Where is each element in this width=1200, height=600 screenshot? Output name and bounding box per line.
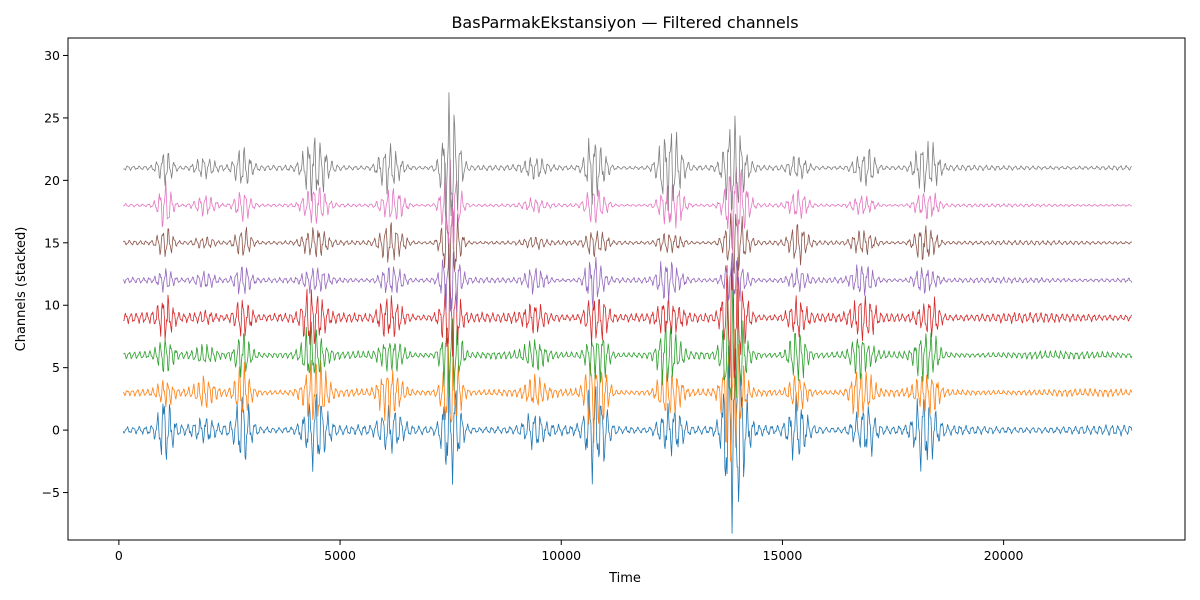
x-tick-label: 0 xyxy=(115,548,123,563)
y-tick-label: 20 xyxy=(44,173,60,188)
y-tick-label: 30 xyxy=(44,48,60,63)
series-line-channel-5 xyxy=(122,237,1133,314)
y-axis-label: Channels (stacked) xyxy=(14,227,29,352)
plot-frame xyxy=(67,37,1186,541)
x-axis: 0 5000 10000 15000 20000 xyxy=(115,540,1024,563)
y-tick-label: 25 xyxy=(44,110,60,125)
y-axis: −5 0 5 10 15 20 25 30 xyxy=(42,48,68,500)
y-tick-label: 10 xyxy=(44,298,60,313)
x-axis-label: Time xyxy=(608,571,641,586)
series-line-channel-8 xyxy=(123,92,1132,221)
x-tick-label: 20000 xyxy=(984,548,1024,563)
y-tick-label: −5 xyxy=(42,485,60,500)
series-line-channel-7 xyxy=(123,159,1132,254)
x-tick-label: 5000 xyxy=(324,548,356,563)
y-tick-label: 15 xyxy=(44,235,60,250)
series-line-channel-6 xyxy=(122,207,1133,290)
x-tick-label: 10000 xyxy=(541,548,581,563)
series-line-channel-2 xyxy=(122,328,1133,462)
series-layer xyxy=(122,92,1133,534)
x-tick-label: 15000 xyxy=(763,548,803,563)
series-line-channel-4 xyxy=(123,256,1133,379)
y-tick-label: 0 xyxy=(52,423,60,438)
y-tick-label: 5 xyxy=(52,360,60,375)
series-line-channel-3 xyxy=(123,281,1133,401)
chart-title: BasParmakEkstansiyon — Filtered channels xyxy=(451,13,798,32)
series-line-channel-1 xyxy=(122,345,1133,534)
